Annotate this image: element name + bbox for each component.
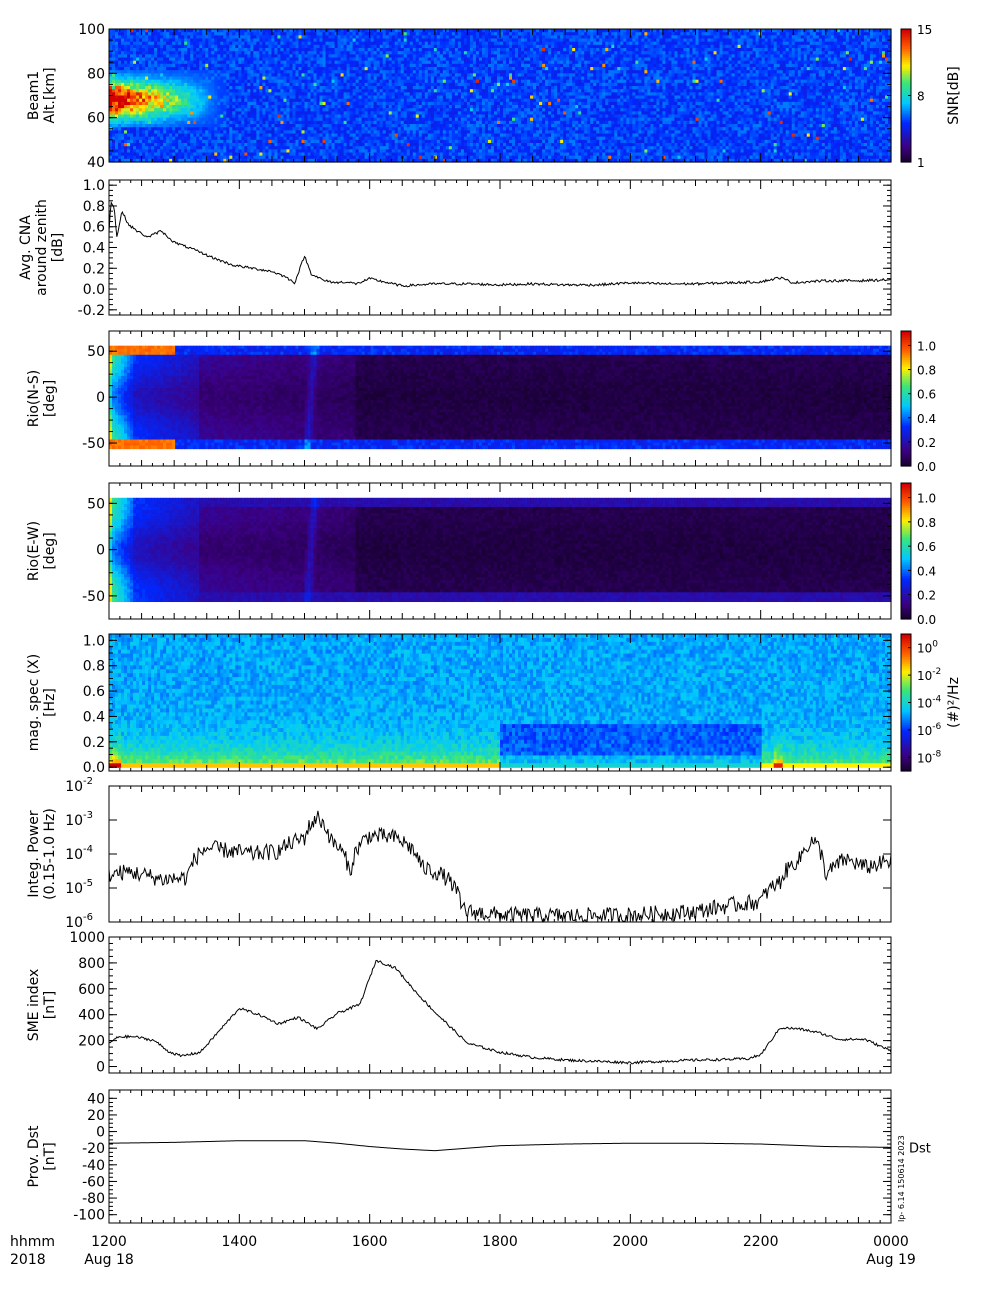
heatmap-cells <box>109 29 892 163</box>
